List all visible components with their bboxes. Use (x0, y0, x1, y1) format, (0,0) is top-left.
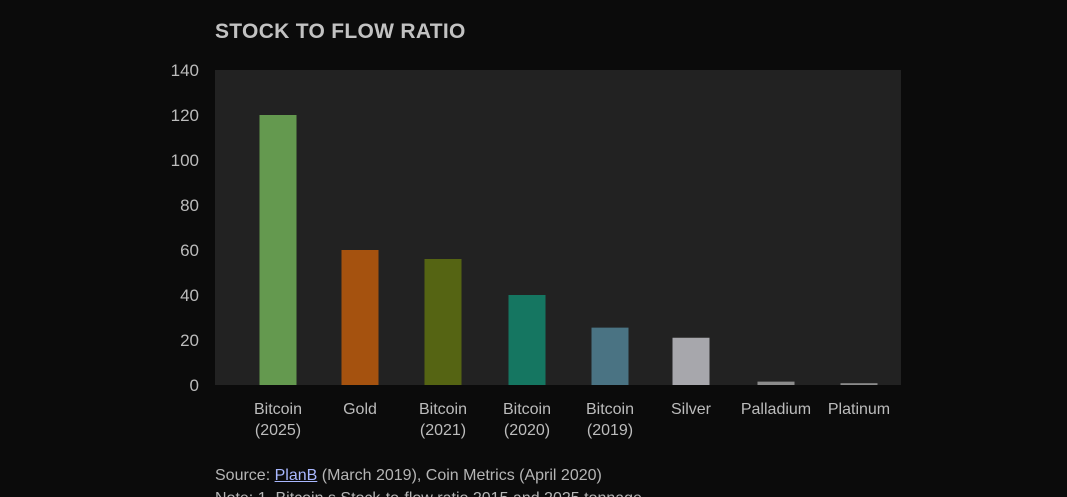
bar (259, 115, 297, 385)
y-tick-label: 120 (171, 106, 199, 125)
y-tick-label: 20 (180, 331, 199, 350)
bar (508, 295, 546, 385)
chart-title: STOCK TO FLOW RATIO (215, 20, 466, 43)
y-axis: 0 20 40 60 80 100 120 140 (171, 61, 199, 395)
plot-area (215, 70, 901, 385)
x-tick-label: Gold (343, 401, 377, 418)
x-tick-label: Platinum (828, 401, 890, 418)
x-tick-label: Bitcoin (2020) (503, 401, 551, 439)
source-suffix: (March 2019), Coin Metrics (April 2020) (317, 467, 602, 484)
x-tick-label: Bitcoin (2019) (586, 401, 634, 439)
source-line: Source: PlanB (March 2019), Coin Metrics… (215, 467, 602, 485)
bar (757, 381, 795, 385)
bar (840, 383, 878, 385)
x-tick-label: Silver (671, 401, 712, 418)
bars (259, 115, 878, 385)
x-tick-label: Bitcoin (2025) (254, 401, 302, 439)
y-tick-label: 100 (171, 151, 199, 170)
note-line: Note: 1. Bitcoin s Stock-to-flow ratio 2… (215, 490, 655, 497)
source-prefix: Source: (215, 467, 275, 484)
bar (672, 337, 710, 385)
bar (341, 250, 379, 385)
y-tick-label: 40 (180, 286, 199, 305)
x-tick-label: Palladium (741, 401, 811, 418)
y-tick-label: 80 (180, 196, 199, 215)
x-axis: Bitcoin (2025) Gold Bitcoin (2021) Bitcoin (20… (254, 401, 890, 439)
y-tick-label: 140 (171, 61, 199, 80)
bar (424, 259, 462, 385)
bar (591, 327, 629, 385)
y-tick-label: 0 (190, 376, 199, 395)
x-tick-label: Bitcoin (2021) (419, 401, 467, 439)
source-link-planb[interactable]: PlanB (274, 467, 318, 484)
y-tick-label: 60 (180, 241, 199, 260)
